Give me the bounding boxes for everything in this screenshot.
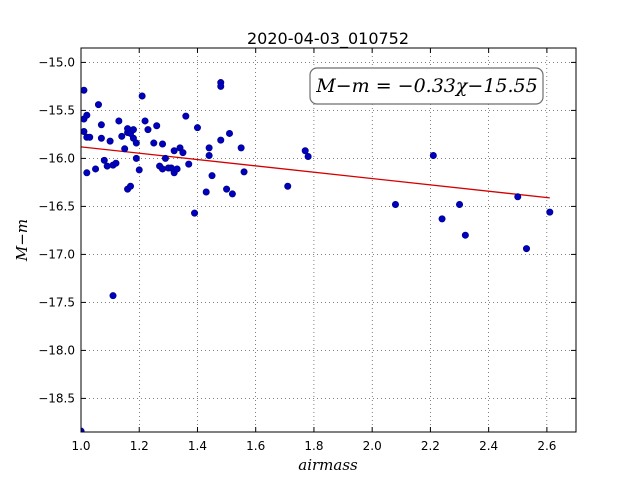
- data-point: [138, 92, 146, 100]
- fit-equation-box: M−m = −0.33χ−15.55: [309, 67, 544, 105]
- data-point: [118, 132, 126, 140]
- axis-ticks: 1.0 1.2 1.4 1.6 1.8 2.0 2.2 2.4 2.6 −15.0 −15.5 −16…: [38, 48, 576, 453]
- data-point: [228, 190, 236, 198]
- data-point: [223, 185, 231, 193]
- data-point: [240, 168, 248, 176]
- y-tick-label: −18.0: [38, 343, 75, 357]
- data-point: [132, 154, 140, 162]
- data-point: [159, 140, 167, 148]
- y-tick-label: −17.0: [38, 247, 75, 261]
- y-tick-label: −18.5: [38, 391, 75, 405]
- data-point: [97, 134, 105, 142]
- x-tick-label: 1.4: [188, 439, 207, 453]
- data-point: [284, 182, 292, 190]
- fit-equation: M−m = −0.33χ−15.55: [315, 75, 537, 97]
- data-point: [97, 121, 105, 129]
- x-tick-label: 2.6: [537, 439, 556, 453]
- data-points: [81, 79, 554, 432]
- data-point: [514, 193, 522, 201]
- x-tick-label: 1.0: [71, 439, 90, 453]
- y-tick-label: −16.0: [38, 151, 75, 165]
- data-point: [132, 139, 140, 147]
- data-point: [100, 156, 108, 164]
- grid: [80, 48, 576, 432]
- data-point: [94, 101, 102, 109]
- data-point: [83, 111, 91, 119]
- data-point: [141, 117, 149, 125]
- data-point: [202, 188, 210, 196]
- fit-equation-border: [309, 67, 544, 105]
- data-point: [129, 126, 137, 134]
- data-point: [522, 245, 530, 253]
- data-point: [127, 182, 135, 190]
- data-point: [86, 133, 94, 141]
- data-point: [391, 200, 399, 208]
- data-point: [159, 165, 167, 173]
- data-point: [193, 124, 201, 132]
- data-point: [109, 292, 117, 300]
- y-tick-label: −15.5: [38, 103, 75, 117]
- data-point: [173, 165, 181, 173]
- data-point: [226, 129, 234, 137]
- data-point: [546, 208, 554, 216]
- x-tick-label: 2.4: [479, 439, 498, 453]
- data-point: [205, 144, 213, 152]
- x-tick-label: 2.2: [421, 439, 440, 453]
- data-point: [429, 152, 437, 160]
- data-point: [205, 152, 213, 160]
- data-point: [81, 128, 88, 136]
- data-point: [103, 162, 111, 170]
- y-tick-label: −15.0: [38, 55, 75, 69]
- y-tick-label: −16.5: [38, 199, 75, 213]
- data-point: [150, 139, 158, 147]
- data-point: [217, 82, 225, 90]
- data-point: [237, 144, 245, 152]
- data-point: [81, 86, 88, 94]
- data-point: [115, 117, 123, 125]
- x-axis-label: airmass: [298, 456, 358, 474]
- data-point: [121, 145, 129, 153]
- data-point: [191, 209, 199, 217]
- data-point: [112, 159, 120, 167]
- x-tick-label: 2.0: [363, 439, 382, 453]
- plot-frame: [80, 47, 577, 433]
- data-point: [106, 137, 114, 145]
- x-tick-label: 1.6: [246, 439, 265, 453]
- data-point: [301, 147, 309, 155]
- data-point: [135, 166, 143, 174]
- data-point: [182, 112, 190, 120]
- data-point: [161, 154, 169, 162]
- y-tick-label: −17.5: [38, 295, 75, 309]
- data-point: [217, 136, 225, 144]
- data-point: [304, 152, 312, 160]
- y-axis-label: M−m: [13, 219, 31, 262]
- data-point: [438, 215, 446, 223]
- data-point: [179, 149, 187, 157]
- fit-line-group: [80, 146, 550, 199]
- data-point: [83, 169, 91, 177]
- data-point: [144, 126, 152, 134]
- data-point: [461, 231, 469, 239]
- data-point: [92, 165, 100, 173]
- chart-title: 2020-04-03_010752: [247, 29, 409, 49]
- data-point: [153, 122, 161, 130]
- data-point: [456, 200, 464, 208]
- data-point: [208, 172, 216, 180]
- fit-line: [80, 146, 550, 199]
- data-point: [185, 160, 193, 168]
- x-tick-label: 1.2: [130, 439, 149, 453]
- data-point: [170, 147, 178, 155]
- x-tick-label: 1.8: [304, 439, 323, 453]
